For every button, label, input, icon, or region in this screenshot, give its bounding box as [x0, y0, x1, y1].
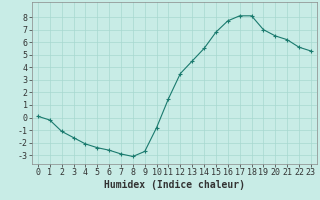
X-axis label: Humidex (Indice chaleur): Humidex (Indice chaleur) — [104, 180, 245, 190]
